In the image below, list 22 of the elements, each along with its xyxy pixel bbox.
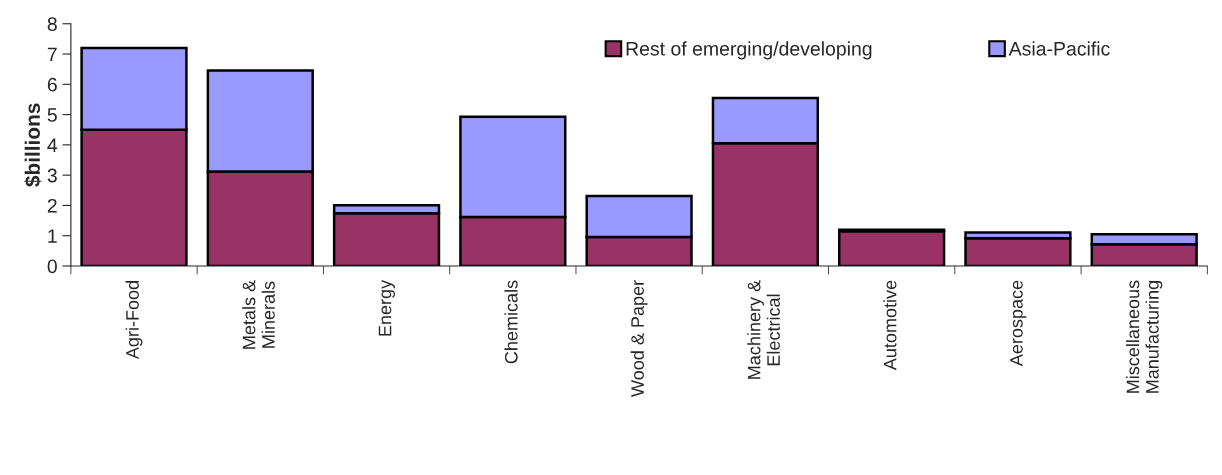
x-tick-label: Chemicals xyxy=(504,280,518,364)
y-tick-label: 4 xyxy=(47,138,58,152)
y-axis-title: $billions xyxy=(24,103,42,187)
y-tick-label: 7 xyxy=(47,47,57,62)
x-tick-label: Automotive xyxy=(883,280,897,371)
y-tick-label: 8 xyxy=(47,17,57,31)
y-tick-label: 1 xyxy=(48,229,57,243)
y-tick-label: 0 xyxy=(47,259,57,274)
y-tick-label: 3 xyxy=(47,168,57,183)
x-tick-label: Miscellaneous Manufacturing xyxy=(1126,280,1163,393)
x-tick-label: Aerospace xyxy=(1010,280,1027,367)
x-tick-label: Agri-Food xyxy=(125,281,143,360)
x-tick-label: Energy xyxy=(378,279,395,336)
y-tick-label: 5 xyxy=(47,108,57,122)
x-tick-label: Machinery & Electrical xyxy=(747,280,780,379)
y-tick-label: 6 xyxy=(47,77,57,92)
x-tick-label: Wood & Paper xyxy=(630,280,648,397)
bar xyxy=(838,229,946,266)
legend-label: Asia-Pacific xyxy=(1008,41,1110,56)
x-tick-label: Metals & Minerals xyxy=(242,280,275,349)
legend-label: Rest of emerging/developing xyxy=(626,41,872,60)
y-tick-label: 2 xyxy=(47,198,57,213)
